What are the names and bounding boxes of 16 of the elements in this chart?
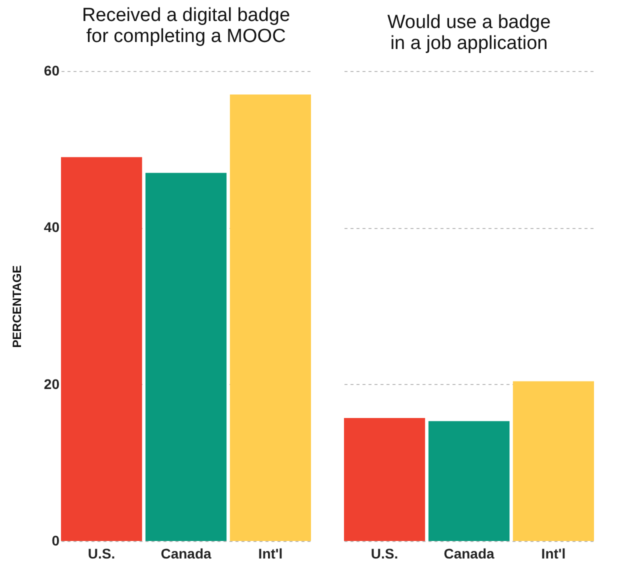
bar xyxy=(61,157,142,541)
chart-title: Received a digital badge for completing a MOOC xyxy=(82,5,290,47)
x-tick-label: U.S. xyxy=(88,546,116,562)
bar xyxy=(230,94,311,541)
x-tick-label: U.S. xyxy=(370,546,398,562)
y-tick-label: 40 xyxy=(44,219,60,236)
x-tick-label: Int'l xyxy=(541,546,566,562)
x-tick-label: Canada xyxy=(160,546,212,562)
y-tick-label: 60 xyxy=(44,62,60,78)
chart-title: Would use a badge in a job application xyxy=(387,12,551,54)
x-tick-label: Int'l xyxy=(258,546,283,562)
y-tick-label: 20 xyxy=(44,376,60,392)
y-axis-title: PERCENTAGE xyxy=(10,265,24,348)
x-tick-label: Canada xyxy=(444,546,494,562)
bar xyxy=(145,172,227,541)
y-tick-label: 0 xyxy=(52,532,60,548)
